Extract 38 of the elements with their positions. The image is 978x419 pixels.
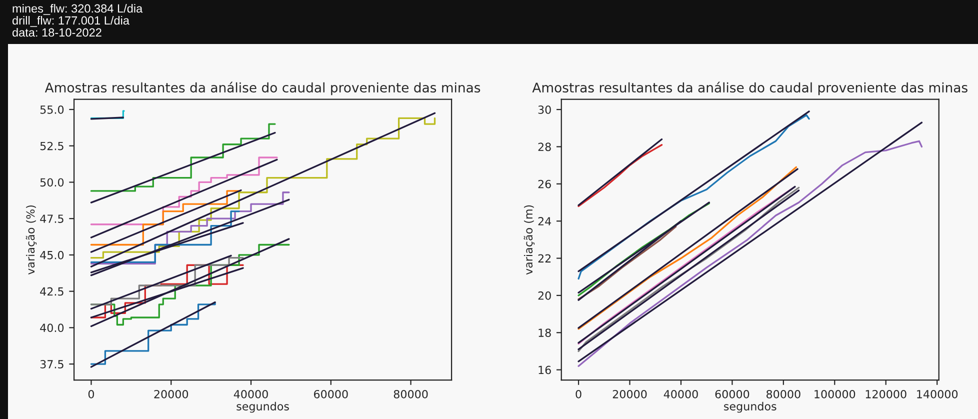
x-tick-label: 60000 — [715, 390, 750, 398]
x-tick-label: 120000 — [866, 390, 906, 398]
x-tick-label: 80000 — [394, 390, 428, 398]
x-tick-label: 140000 — [917, 390, 958, 398]
chart-title: Amostras resultantes da análise do caudal proveniente das minas — [532, 82, 968, 96]
y-tick-label: 18 — [538, 328, 551, 338]
y-tick-label: 55.0 — [40, 105, 64, 114]
x-axis-title: segundos — [724, 402, 776, 413]
y-tick-label: 20 — [538, 291, 551, 300]
text: mines_flw: 320.384 L/dia — [12, 4, 143, 15]
text: drill_flw: 177.001 L/dia — [12, 16, 130, 27]
y-tick-label: 30 — [538, 106, 551, 114]
y-tick-label: 45.0 — [40, 250, 64, 260]
y-tick-label: 40.0 — [40, 324, 64, 332]
y-tick-label: 28 — [538, 142, 551, 152]
x-tick-label: 0 — [88, 390, 94, 398]
y-tick-label: 16 — [538, 366, 551, 374]
y-tick-label: 42.5 — [40, 287, 64, 296]
y-axis-title: variação (m) — [524, 205, 535, 275]
y-axis-title: variação (%) — [26, 205, 37, 274]
y-tick-label: 50.0 — [40, 178, 64, 187]
x-tick-label: 80000 — [766, 390, 800, 398]
y-tick-label: 26 — [538, 180, 551, 188]
y-tick-label: 37.5 — [40, 360, 64, 368]
x-tick-label: 40000 — [234, 390, 268, 398]
chart-title: Amostras resultantes da análise do caudal proveniente das minas — [44, 82, 480, 96]
y-tick-label: 52.5 — [40, 142, 64, 150]
x-axis-title: segundos — [236, 402, 289, 413]
x-tick-label: 0 — [576, 390, 582, 398]
y-tick-label: 22 — [538, 254, 551, 262]
x-tick-label: 40000 — [664, 390, 698, 398]
x-tick-label: 100000 — [814, 390, 856, 398]
x-tick-label: 60000 — [314, 390, 348, 398]
x-tick-label: 20000 — [612, 390, 647, 398]
text: data: 18-10-2022 — [12, 28, 102, 37]
y-tick-label: 47.5 — [40, 214, 64, 223]
y-tick-label: 24 — [538, 217, 552, 226]
x-tick-label: 20000 — [154, 390, 188, 398]
